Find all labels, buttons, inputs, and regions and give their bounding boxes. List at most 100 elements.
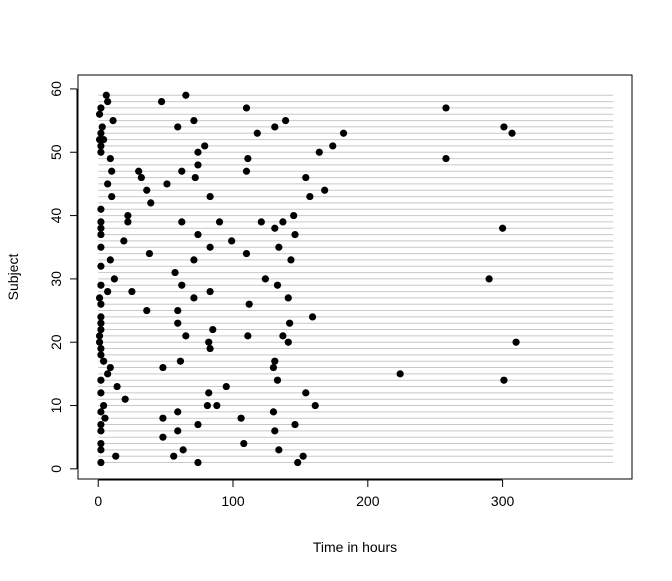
data-point: [269, 363, 278, 372]
data-point: [97, 300, 105, 308]
y-tick-label: 0: [48, 465, 64, 473]
data-point: [500, 376, 508, 384]
data-point: [206, 243, 214, 251]
data-point: [201, 142, 209, 150]
data-point: [339, 129, 348, 137]
data-point: [194, 161, 202, 169]
x-axis-label: Time in hours: [313, 539, 397, 555]
data-point: [101, 414, 109, 422]
data-point: [97, 142, 105, 150]
data-point: [157, 97, 166, 106]
data-point: [269, 408, 278, 416]
data-point: [485, 275, 493, 283]
data-point: [209, 325, 217, 334]
data-point: [97, 446, 105, 454]
data-point: [104, 180, 112, 188]
data-point: [100, 357, 108, 365]
data-point: [287, 256, 295, 264]
x-tick-label: 100: [221, 493, 245, 509]
data-point: [321, 186, 329, 194]
data-point: [159, 363, 167, 372]
data-point: [97, 224, 105, 232]
y-tick-label: 40: [48, 208, 64, 224]
data-point: [97, 319, 105, 327]
data-point: [273, 376, 282, 384]
data-point: [113, 382, 121, 391]
data-point: [271, 123, 279, 131]
data-point: [97, 408, 105, 416]
data-point: [100, 401, 108, 410]
data-point: [222, 382, 230, 391]
data-point: [174, 408, 182, 416]
data-point: [291, 420, 299, 429]
data-point: [97, 389, 105, 397]
data-point: [95, 110, 104, 118]
data-point: [124, 218, 132, 226]
plot-frame: [77, 74, 633, 480]
data-point: [97, 104, 105, 112]
data-point: [112, 452, 120, 460]
x-axis: 0 100 200 300: [94, 479, 515, 509]
data-point: [182, 332, 190, 340]
data-point: [145, 249, 154, 258]
data-point: [244, 332, 252, 340]
data-point: [194, 458, 202, 467]
data-point: [159, 433, 167, 441]
data-point: [302, 389, 310, 397]
data-point: [97, 344, 105, 353]
data-point: [245, 300, 253, 308]
data-point: [176, 357, 185, 365]
data-point: [291, 230, 299, 239]
y-tick-label: 20: [48, 334, 64, 350]
data-point: [315, 148, 323, 156]
data-point: [174, 427, 182, 435]
data-point: [97, 458, 105, 467]
data-point: [257, 218, 265, 226]
data-point: [110, 275, 118, 283]
data-point: [178, 218, 186, 226]
data-point: [97, 420, 105, 429]
data-point: [271, 224, 279, 232]
data-point: [242, 249, 251, 258]
data-point: [97, 243, 105, 251]
subject-lines: [98, 94, 614, 464]
x-tick-label: 300: [491, 493, 515, 509]
data-point: [396, 370, 404, 378]
data-point: [253, 129, 261, 137]
data-point: [159, 414, 167, 422]
data-point: [163, 180, 171, 188]
data-points: [95, 91, 520, 467]
data-point: [97, 427, 105, 435]
data-point: [442, 104, 450, 112]
data-point: [178, 281, 186, 289]
data-point: [106, 256, 114, 264]
data-point: [284, 338, 292, 346]
data-point: [137, 173, 145, 182]
y-tick-label: 50: [48, 144, 64, 160]
data-point: [106, 363, 114, 372]
data-point: [279, 218, 287, 226]
data-point: [498, 224, 507, 232]
data-point: [206, 344, 214, 353]
data-point: [279, 332, 287, 340]
data-point: [179, 446, 187, 454]
x-tick-label: 0: [94, 493, 102, 509]
data-point: [147, 199, 155, 207]
data-point: [124, 211, 132, 220]
data-point: [205, 389, 213, 397]
data-point: [109, 116, 117, 125]
data-point: [508, 129, 516, 137]
data-point: [275, 446, 283, 454]
data-point: [174, 319, 182, 327]
data-point: [442, 154, 450, 163]
data-point: [190, 116, 198, 125]
data-point: [512, 338, 520, 346]
data-point: [121, 395, 129, 403]
data-point: [194, 148, 202, 156]
data-point: [171, 268, 179, 277]
data-point: [240, 439, 248, 448]
data-point: [104, 287, 112, 296]
data-point: [275, 243, 283, 251]
data-point: [102, 91, 110, 99]
